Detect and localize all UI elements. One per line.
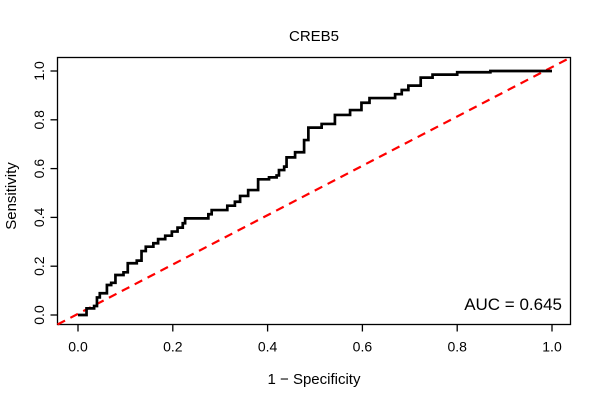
x-tick-label: 0.4 <box>258 339 278 355</box>
y-tick-label: 0.2 <box>31 256 47 276</box>
axis-ticks: 0.0 0.2 0.4 0.6 0.8 1.0 0.0 0.2 0.4 0.6 0.8 1.0 <box>31 61 562 354</box>
y-axis-label: Sensitivity <box>3 162 20 230</box>
y-tick-label: 0.0 <box>31 305 47 325</box>
auc-annotation: AUC = 0.645 <box>464 295 562 314</box>
y-tick-label: 0.6 <box>31 159 47 179</box>
y-tick-label: 0.8 <box>31 110 47 130</box>
plot-box <box>56 56 572 326</box>
x-tick-label: 0.2 <box>163 339 183 355</box>
x-axis-label: 1 − Specificity <box>268 371 361 388</box>
roc-curve <box>78 69 552 317</box>
x-tick-label: 0.8 <box>447 339 467 355</box>
x-tick-label: 0.0 <box>68 339 88 355</box>
y-tick-label: 1.0 <box>31 61 47 81</box>
chart-title: CREB5 <box>289 28 339 45</box>
y-tick-label: 0.4 <box>31 207 47 227</box>
x-tick-label: 1.0 <box>542 339 562 355</box>
x-tick-label: 0.6 <box>353 339 373 355</box>
chance-diagonal-line <box>56 56 572 326</box>
